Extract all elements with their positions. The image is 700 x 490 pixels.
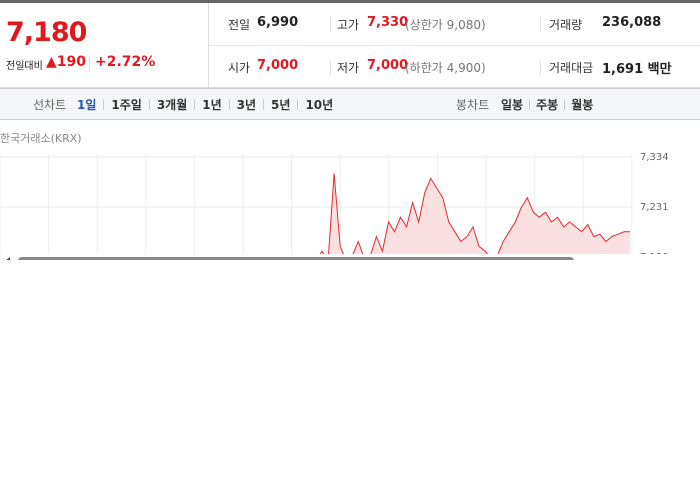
scroll-arrow [6,257,10,260]
divider [540,17,541,31]
price-line [319,173,630,254]
stat-label: 고가 [337,18,360,32]
divider [228,99,230,110]
tab-bar: 선차트 1일 1주일 3개월 1년 3년 5년 10년 봉차트 일봉 주봉 월봉 [0,88,700,120]
divider [330,17,331,31]
stat-label: 전일 [228,18,251,32]
divider [263,99,265,110]
tab[interactable]: 10년 [305,98,334,112]
price: 7,180 [6,17,87,48]
tab[interactable]: 5년 [271,98,291,112]
stat-value: 6,990 [257,15,299,30]
change-rate: +2.72% [95,54,156,70]
divider [103,99,105,110]
tab[interactable]: 주봉 [536,98,559,112]
divider [529,99,531,110]
tab[interactable]: 1일 [77,98,97,112]
stat-value: 1,691 백만 [602,62,672,77]
divider [208,3,209,88]
divider [148,99,150,110]
divider [330,61,331,75]
change: ▲190 [46,54,86,70]
tab-label: 봉차트 [456,98,490,112]
tab[interactable]: 일봉 [501,98,524,112]
stat-value: 7,330 [367,15,409,30]
area [320,173,630,254]
tab[interactable]: 1년 [202,98,222,112]
tab[interactable]: 3년 [236,98,257,112]
tab[interactable]: 3개월 [156,98,188,112]
up-icon: ▲ [46,54,57,70]
stat-label: 거래량 [549,18,583,32]
stat-label: 거래대금 [549,61,594,75]
tab[interactable]: 1주일 [111,98,142,112]
stat-value: 7,000 [367,58,409,73]
stat-label: 저가 [337,61,360,75]
divider [564,99,566,110]
divider [89,57,90,71]
change-label: 전일대비 [6,61,43,72]
stat-value: 236,088 [602,15,662,30]
divider [540,61,541,75]
source: 한국거래소(KRX) [0,132,82,145]
quote-panel: 7,180 전일대비 ▲190 +2.72% 전일 6,990 고가 7,330 (상한… [0,0,700,88]
tab-label: 선차트 [33,98,67,112]
change-value: 190 [56,54,87,70]
divider [194,99,196,110]
stat-note: (하한가 4,900) [405,61,486,75]
scroll-thumb [18,257,574,260]
stat-note: (상한가 9,080) [405,18,486,32]
stat-value: 7,000 [257,58,299,73]
stat-label: 시가 [228,61,251,75]
divider [209,45,700,46]
y-tick-label: 7,231 [640,202,669,213]
tab[interactable]: 월봉 [571,98,594,112]
divider [297,99,299,110]
y-tick-label: 7,334 [640,152,669,163]
